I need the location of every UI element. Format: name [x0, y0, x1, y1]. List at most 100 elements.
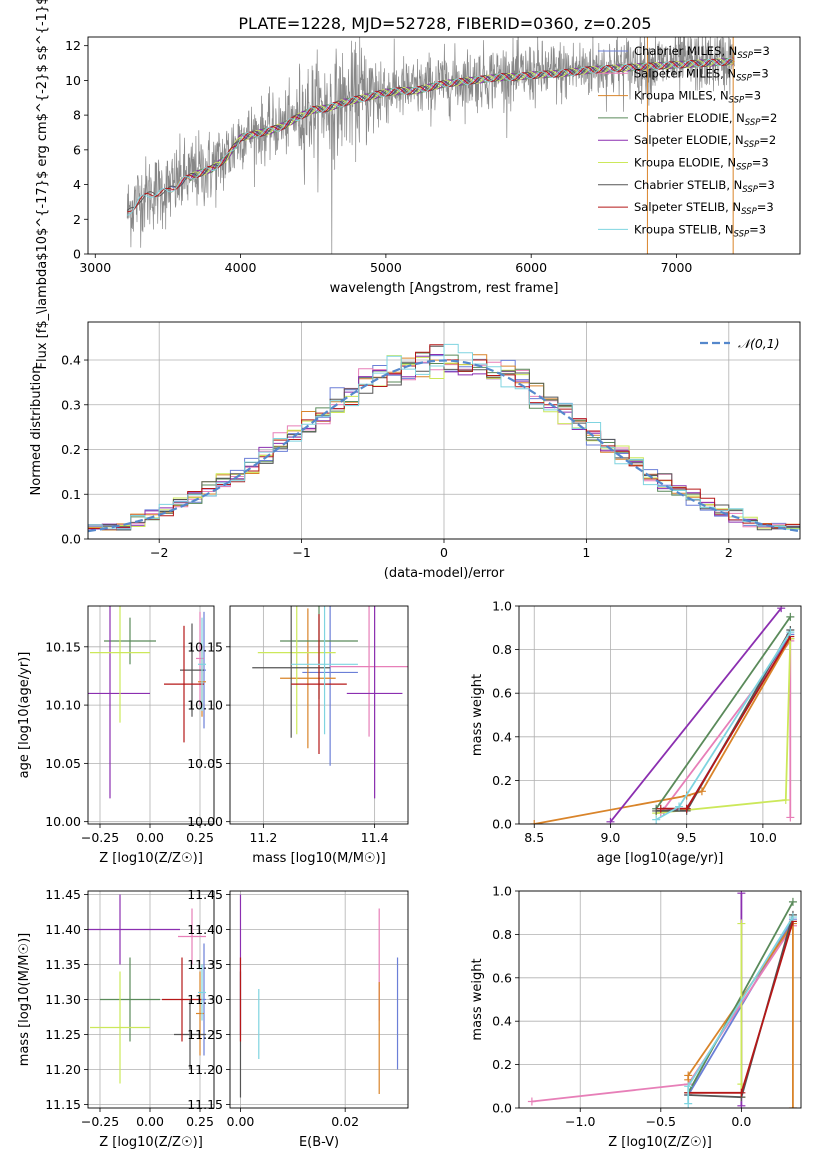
axis-label-x: (data-model)/error — [384, 566, 505, 581]
tick-label-x: 7000 — [661, 260, 693, 275]
axis-label-y: Normed distribution — [29, 366, 44, 496]
tick-label-x: 0.00 — [136, 1114, 164, 1129]
axes-frame — [87, 605, 215, 825]
tick-label-y: 10.15 — [187, 639, 223, 654]
data-point-kroupa-elodie — [781, 796, 790, 805]
axes-frame — [518, 605, 802, 825]
tick-label-x: −0.5 — [646, 1114, 676, 1129]
tick-label-y: 11.45 — [187, 887, 223, 902]
data-point-kroupa-miles — [530, 820, 539, 824]
legend-label-salpeter-elodie: Salpeter ELODIE, NSSP=2 — [634, 133, 776, 150]
tick-label-x: 10.0 — [749, 830, 777, 845]
axis-label-y: age [log10(age/yr)] — [17, 652, 32, 779]
data-point-kroupa-stelib — [684, 1082, 693, 1091]
tick-label-y: 0.4 — [492, 1014, 512, 1029]
legend-label-chabrier-elodie: Chabrier ELODIE, NSSP=2 — [634, 111, 777, 128]
spectrum-legend: Chabrier MILES, NSSP=3 Salpeter MILES, NS… — [598, 44, 777, 239]
data-point-salpeter-stelib — [737, 1088, 746, 1097]
tick-label-y: 11.40 — [45, 922, 81, 937]
tick-label-y: 4 — [73, 177, 81, 192]
panel-massweight-vs-Z: −1.0 −0.5 0.0 0.0 0.2 0.4 0.6 0.8 1.0 Z [log10(Z/… — [470, 884, 802, 1150]
series-line-kroupa-miles — [534, 638, 792, 824]
normal-curve — [88, 359, 800, 533]
data-point-kroupa-stelib — [684, 1099, 693, 1108]
data-point-kroupa-miles — [697, 787, 706, 796]
panel-mass-vs-Z: −0.25 0.00 0.25 11.15 11.20 11.25 11.30 11.35 11… — [17, 887, 215, 1150]
tick-label-y: 0.2 — [492, 1057, 512, 1072]
plot-area — [530, 606, 795, 824]
axis-label-x: Z [log10(Z/Z☉)] — [608, 1135, 712, 1150]
tick-label-y: 11.40 — [187, 922, 223, 937]
tick-label-y: 11.20 — [187, 1062, 223, 1077]
tick-label-x: −1 — [292, 545, 310, 560]
data-point-chabrier-elodie — [788, 897, 797, 906]
tick-label-y: 0.1 — [61, 487, 81, 502]
tick-label-y: 0.6 — [492, 686, 512, 701]
data-point-kroupa-stelib — [788, 913, 797, 922]
legend-label-salpeter-miles: Salpeter MILES, NSSP=3 — [634, 66, 769, 83]
tick-label-y: 11.15 — [187, 1097, 223, 1112]
legend-label-chabrier-stelib: Chabrier STELIB, NSSP=3 — [634, 178, 775, 195]
observed-spectrum — [126, 37, 735, 254]
tick-label-x: 0.25 — [186, 830, 214, 845]
tick-label-x: 0.00 — [136, 830, 164, 845]
tick-label-y: 1.0 — [492, 599, 512, 614]
series-line-chabrier-stelib — [656, 629, 792, 812]
tick-label-x: 0.25 — [186, 1114, 214, 1129]
axes-frame — [518, 890, 802, 1109]
model-line-salpeter-stelib — [127, 57, 735, 213]
panel-massweight-vs-age: 8.5 9.0 9.5 10.0 0.0 0.2 0.4 0.6 0.8 1.0 age [log1… — [470, 599, 802, 866]
series-line-salpeter-elodie — [609, 607, 782, 823]
panel-residuals: −2 −1 0 1 2 0.0 0.1 0.2 0.3 0.4 (data-model)/error… — [29, 321, 801, 581]
data-point-kroupa-miles — [684, 1071, 693, 1080]
plot-area — [252, 606, 408, 799]
figure-title: PLATE=1228, MJD=52728, FIBERID=0360, z=0… — [238, 14, 651, 33]
data-point-salpeter-elodie — [777, 606, 786, 613]
tick-label-y: 10.15 — [45, 639, 81, 654]
tick-label-y: 11.35 — [187, 957, 223, 972]
axes-frame — [87, 36, 801, 255]
axes-frame — [87, 890, 215, 1109]
data-point-kroupa-stelib — [652, 815, 661, 824]
tick-label-y: 11.25 — [45, 1027, 81, 1042]
tick-label-y: 0.2 — [61, 442, 81, 457]
data-point-salpeter-miles — [527, 1097, 536, 1106]
data-point-salpeter-stelib — [656, 804, 665, 813]
legend-label-kroupa-stelib: Kroupa STELIB, NSSP=3 — [634, 222, 766, 239]
panel-age-vs-mass: 11.2 11.4 10.00 10.05 10.10 10.15 mass [log10(… — [187, 605, 409, 866]
tick-label-y: 11.30 — [187, 992, 223, 1007]
tick-label-y: 10.10 — [45, 698, 81, 713]
tick-label-y: 1.0 — [492, 884, 512, 899]
tick-label-y: 11.20 — [45, 1062, 81, 1077]
tick-label-x: 11.2 — [249, 830, 277, 845]
axis-label-x: wavelength [Angstrom, rest frame] — [330, 281, 559, 296]
tick-label-y: 8 — [73, 108, 81, 123]
data-point-chabrier-elodie — [786, 612, 795, 621]
data-point-salpeter-elodie — [606, 817, 615, 824]
legend-label-chabrier-miles: Chabrier MILES, NSSP=3 — [634, 44, 770, 61]
axis-label-x: mass [log10(M/M☉)] — [252, 851, 385, 866]
tick-label-y: 0.2 — [492, 773, 512, 788]
axes-frame — [87, 321, 801, 540]
tick-label-y: 10.00 — [187, 814, 223, 829]
tick-label-y: 6 — [73, 142, 81, 157]
axis-label-y: mass weight — [470, 674, 485, 756]
axes-frame — [229, 605, 409, 825]
legend-label-kroupa-miles: Kroupa MILES, NSSP=3 — [634, 89, 761, 106]
data-point-salpeter-miles — [786, 813, 795, 822]
data-point-chabrier-stelib — [652, 806, 661, 815]
tick-label-y: 11.25 — [187, 1027, 223, 1042]
tick-label-x: 2 — [725, 545, 733, 560]
series-line-chabrier-elodie — [655, 616, 792, 810]
plot-area — [88, 894, 206, 1084]
tick-label-y: 0.0 — [492, 817, 512, 832]
tick-label-x: 8.5 — [524, 830, 544, 845]
tick-label-y: 10.05 — [45, 756, 81, 771]
axis-label-y: Flux [f$_\lambda$10$^{-17}$ erg cm$^{-2}… — [35, 0, 50, 369]
tick-label-y: 0.8 — [492, 642, 512, 657]
tick-label-x: 6000 — [515, 260, 547, 275]
axis-label-x: Z [log10(Z/Z☉)] — [99, 1135, 203, 1150]
tick-label-x: 11.4 — [361, 830, 389, 845]
panel-age-vs-Z: −0.25 0.00 0.25 10.00 10.05 10.10 10.15 Z [log1… — [17, 605, 215, 866]
